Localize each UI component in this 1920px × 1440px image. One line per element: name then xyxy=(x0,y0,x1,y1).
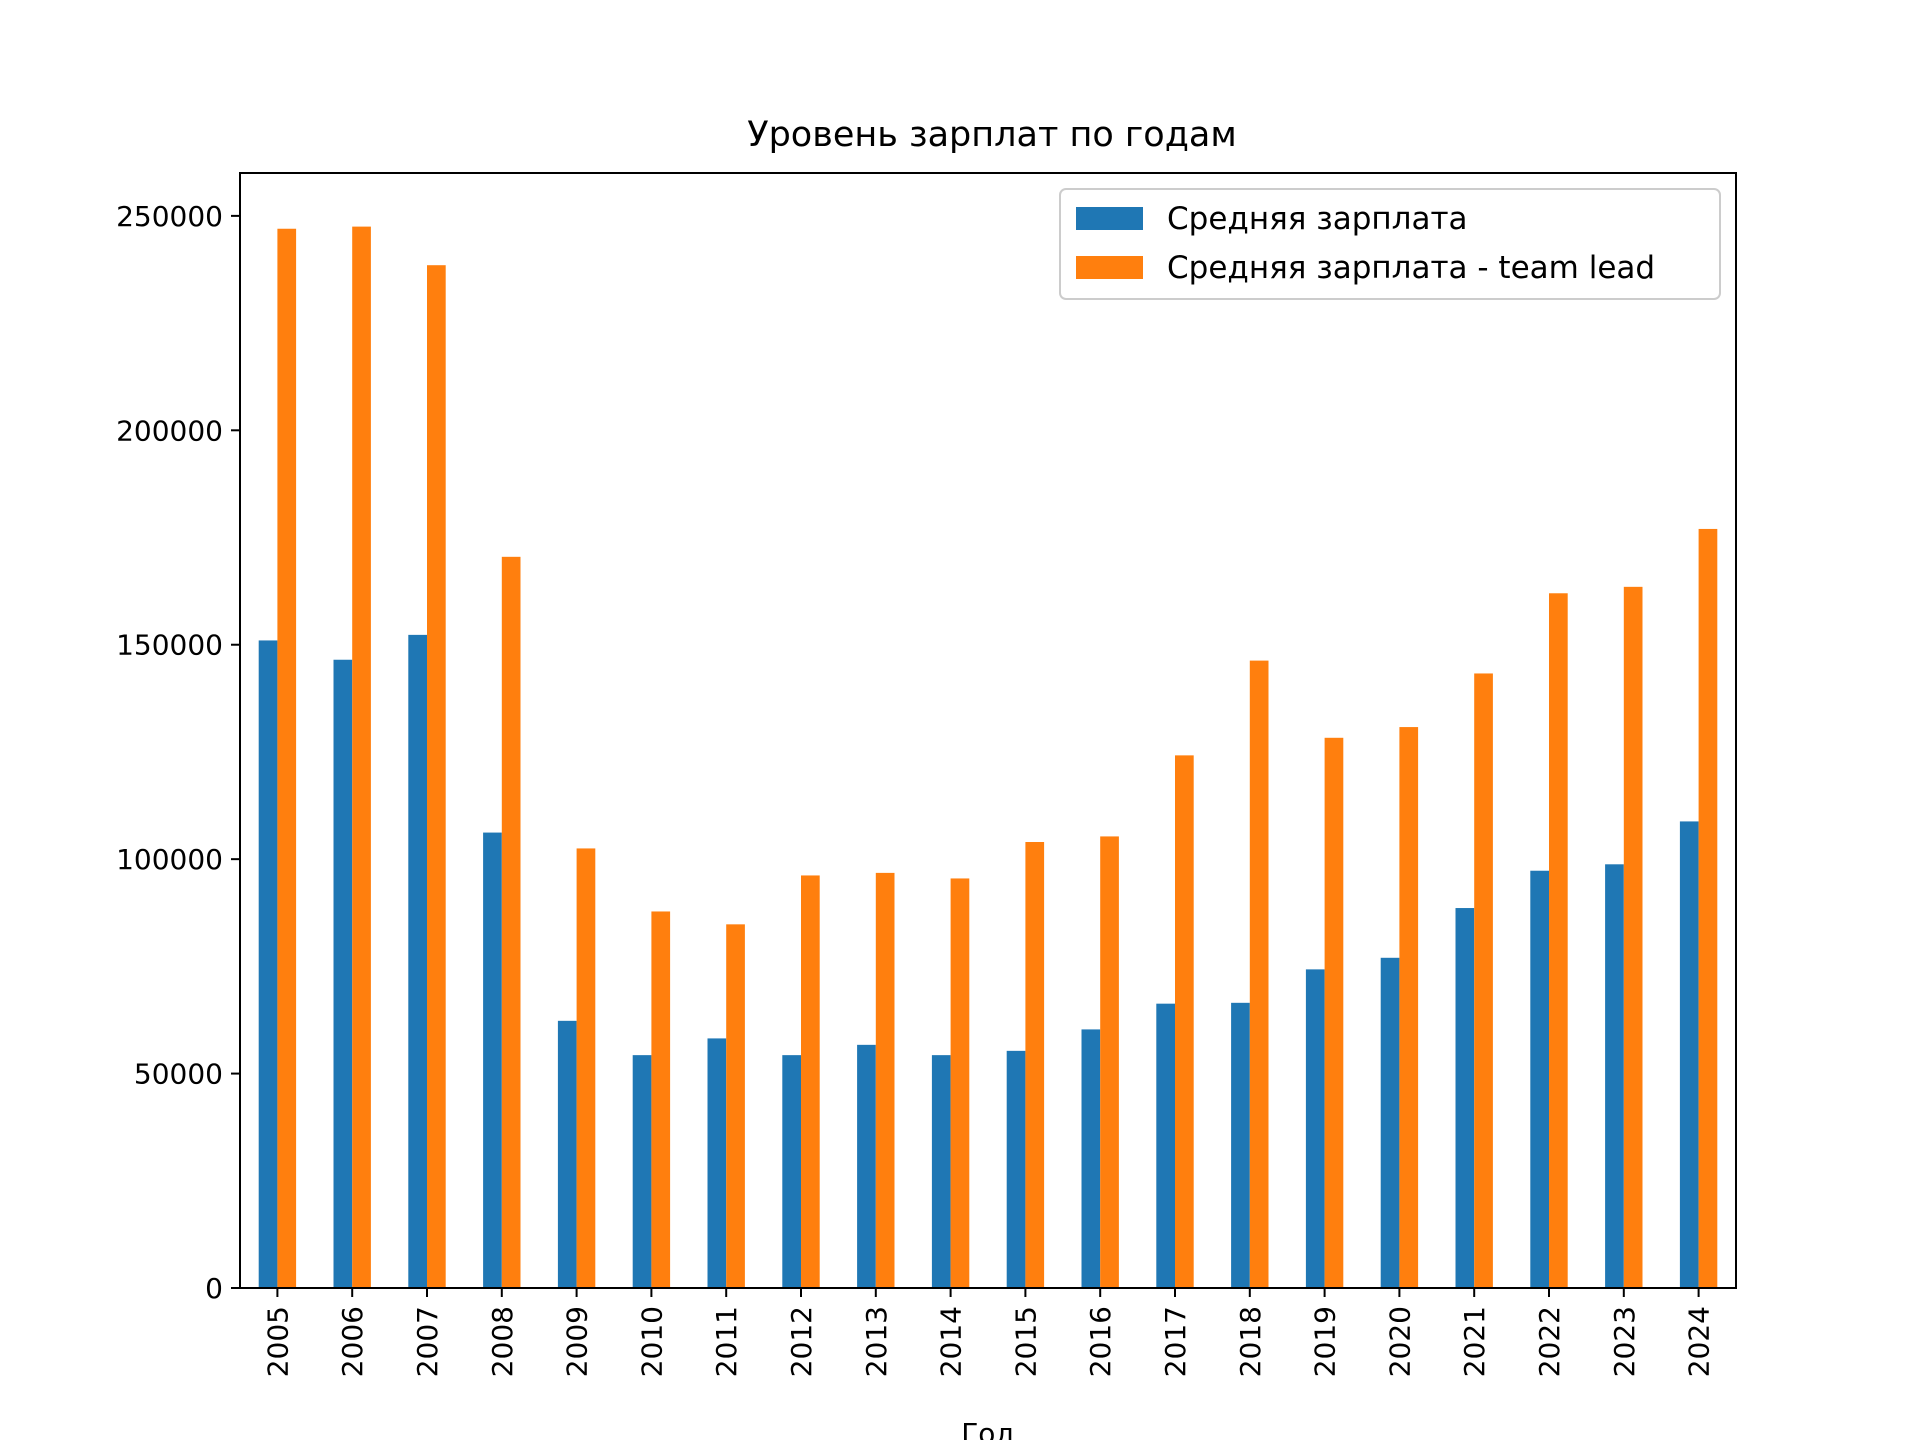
bar-teamlead-2014 xyxy=(950,878,970,1288)
legend-swatch xyxy=(1076,256,1143,279)
plot-frame xyxy=(239,172,1737,1289)
bar-avg-2013 xyxy=(857,1044,876,1288)
bar-avg-2020 xyxy=(1380,957,1400,1288)
bar-teamlead-2019 xyxy=(1324,737,1344,1288)
x-tick-label: 2010 xyxy=(635,1306,668,1377)
bar-avg-2021 xyxy=(1455,908,1475,1288)
bars-group xyxy=(258,226,1718,1289)
bar-avg-2019 xyxy=(1305,969,1325,1288)
bar-avg-2016 xyxy=(1081,1029,1101,1288)
bar-avg-2007 xyxy=(408,634,427,1288)
x-axis-label: Год xyxy=(961,1417,1015,1440)
bar-avg-2014 xyxy=(931,1055,951,1288)
bar-avg-2010 xyxy=(632,1055,652,1288)
bar-avg-2022 xyxy=(1530,870,1549,1288)
bar-teamlead-2008 xyxy=(501,556,521,1288)
bar-avg-2017 xyxy=(1156,1003,1175,1288)
bar-teamlead-2018 xyxy=(1249,660,1269,1288)
x-tick-label: 2019 xyxy=(1309,1306,1342,1377)
bar-avg-2024 xyxy=(1679,821,1699,1288)
y-tick-label: 50000 xyxy=(134,1058,223,1091)
x-axis: 2005 2006 2007 2008 2009 2010 2011 2012 2013 2014… xyxy=(261,1288,1716,1377)
y-axis: 0 50000 100000 150000 200000 250000 xyxy=(116,200,240,1305)
bar-teamlead-2011 xyxy=(726,924,745,1288)
x-tick-label: 2016 xyxy=(1084,1306,1117,1377)
bar-teamlead-2017 xyxy=(1175,755,1194,1288)
bar-teamlead-2021 xyxy=(1474,673,1493,1288)
x-tick-label: 2007 xyxy=(411,1306,444,1377)
x-tick-label: 2024 xyxy=(1683,1306,1716,1377)
bar-avg-2006 xyxy=(333,659,353,1288)
bar-avg-2008 xyxy=(483,832,502,1288)
bar-teamlead-2010 xyxy=(651,911,671,1288)
bar-avg-2018 xyxy=(1231,1002,1250,1288)
legend-label: Средняя зарплата xyxy=(1167,201,1468,237)
bar-teamlead-2005 xyxy=(277,228,297,1288)
y-tick-label: 200000 xyxy=(116,414,223,447)
bar-avg-2005 xyxy=(258,640,278,1288)
bar-avg-2015 xyxy=(1006,1050,1026,1288)
bar-teamlead-2024 xyxy=(1698,528,1718,1288)
bar-teamlead-2023 xyxy=(1623,586,1643,1288)
bar-avg-2009 xyxy=(557,1020,577,1288)
y-tick-label: 150000 xyxy=(116,629,223,662)
bar-teamlead-2015 xyxy=(1025,842,1045,1288)
bar-teamlead-2007 xyxy=(427,265,446,1288)
x-tick-label: 2018 xyxy=(1234,1306,1267,1377)
x-tick-label: 2023 xyxy=(1608,1306,1641,1377)
bar-avg-2012 xyxy=(782,1055,801,1288)
y-tick-label: 250000 xyxy=(116,200,223,233)
x-tick-label: 2011 xyxy=(710,1306,743,1377)
bar-teamlead-2020 xyxy=(1399,727,1419,1288)
x-tick-label: 2015 xyxy=(1009,1306,1042,1377)
x-tick-label: 2006 xyxy=(336,1306,369,1377)
bar-avg-2011 xyxy=(707,1038,727,1288)
chart-title: Уровень зарплат по годам xyxy=(747,115,1237,155)
bar-teamlead-2022 xyxy=(1549,593,1568,1288)
y-tick-label: 0 xyxy=(205,1272,223,1305)
bar-teamlead-2013 xyxy=(875,872,895,1288)
legend: Средняя зарплата Средняя зарплата - team … xyxy=(1059,188,1721,300)
x-tick-label: 2014 xyxy=(935,1306,968,1377)
bar-teamlead-2006 xyxy=(352,226,371,1289)
x-tick-label: 2020 xyxy=(1383,1306,1416,1377)
x-tick-label: 2008 xyxy=(486,1306,519,1377)
bar-avg-2023 xyxy=(1605,864,1624,1288)
x-tick-label: 2021 xyxy=(1458,1306,1491,1377)
legend-swatch xyxy=(1076,207,1143,230)
legend-label: Средняя зарплата - team lead xyxy=(1167,250,1655,286)
bar-teamlead-2009 xyxy=(576,848,596,1288)
x-tick-label: 2013 xyxy=(860,1306,893,1377)
bar-teamlead-2016 xyxy=(1100,836,1119,1288)
x-tick-label: 2017 xyxy=(1159,1306,1192,1377)
bar-teamlead-2012 xyxy=(801,875,820,1288)
x-tick-label: 2009 xyxy=(561,1306,594,1377)
x-tick-label: 2022 xyxy=(1533,1306,1566,1377)
legend-box xyxy=(1059,188,1721,300)
x-tick-label: 2005 xyxy=(261,1306,294,1377)
x-tick-label: 2012 xyxy=(785,1306,818,1377)
y-tick-label: 100000 xyxy=(116,843,223,876)
